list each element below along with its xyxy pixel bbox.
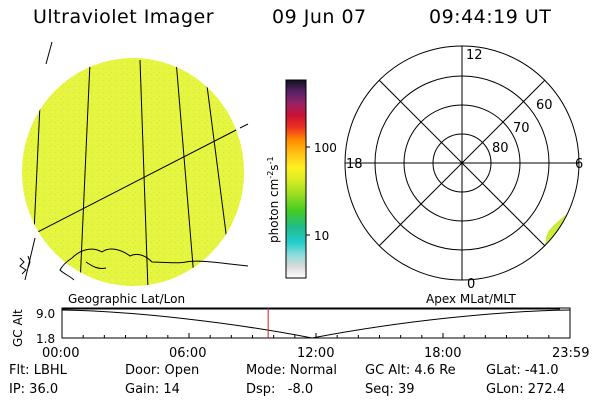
auroral-patch (545, 195, 579, 258)
timeline-x-tick-18: 18:00 (424, 346, 461, 361)
colorbar-tick-label-10: 10 (314, 229, 329, 243)
colorbar-scale (285, 79, 307, 279)
coastline (19, 248, 249, 281)
colorbar-unit-label: photon cm-2s-1 (266, 156, 281, 243)
timeline-ticks (61, 333, 571, 338)
timeline-x-tick-0: 00:00 (42, 346, 79, 361)
timeline-y-tick-9: 9.0 (36, 307, 55, 321)
timeline-x-tick-24: 23:59 (552, 346, 589, 361)
time-label: 09:44:19 UT (429, 6, 552, 28)
offdisk-grid-lines (24, 41, 249, 281)
door-info: Door: Open (125, 363, 200, 378)
timeline-y-label: GC Alt (11, 309, 25, 347)
mlat-label-70: 70 (513, 121, 530, 136)
gain-info: Gain: 14 (125, 382, 180, 397)
apex-caption: Apex MLat/MLT (426, 292, 516, 306)
earth-disk (22, 58, 244, 286)
timeline-x-tick-6: 06:00 (169, 346, 206, 361)
geographic-caption: Geographic Lat/Lon (68, 292, 185, 306)
mlt-label-12: 12 (466, 48, 483, 63)
earth-image-panel (19, 41, 249, 286)
glon-info: GLon: 272.4 (486, 382, 566, 397)
mlt-label-0: 0 (467, 277, 475, 292)
glat-info: GLat: -41.0 (486, 363, 559, 378)
mlat-label-80: 80 (492, 141, 509, 156)
instrument-title: Ultraviolet Imager (33, 6, 215, 28)
gc-alt-info: GC Alt: 4.6 Re (365, 363, 456, 378)
polar-plot: 12 18 6 0 60 70 80 (344, 45, 583, 292)
filter-info: Flt: LBHL (9, 363, 67, 378)
mlt-label-6: 6 (575, 157, 583, 172)
colorbar: photon cm-2s-1 100 10 (266, 79, 337, 279)
polar-diagonal-2 (378, 79, 546, 247)
ip-info: IP: 36.0 (9, 382, 59, 397)
timeline-x-tick-12: 12:00 (297, 346, 334, 361)
altitude-timeline: Geographic Lat/Lon Apex MLat/MLT GC Alt … (11, 292, 589, 361)
timeline-y-tick-1_8: 1.8 (36, 332, 55, 346)
seq-info: Seq: 39 (365, 382, 415, 397)
mlat-label-60: 60 (536, 98, 553, 113)
colorbar-tick-label-100: 100 (314, 141, 337, 155)
date-label: 09 Jun 07 (272, 6, 367, 28)
altitude-curve (61, 309, 571, 339)
dsp-info: Dsp: -8.0 (246, 382, 314, 397)
mlt-label-18: 18 (346, 157, 363, 172)
mode-info: Mode: Normal (246, 363, 337, 378)
